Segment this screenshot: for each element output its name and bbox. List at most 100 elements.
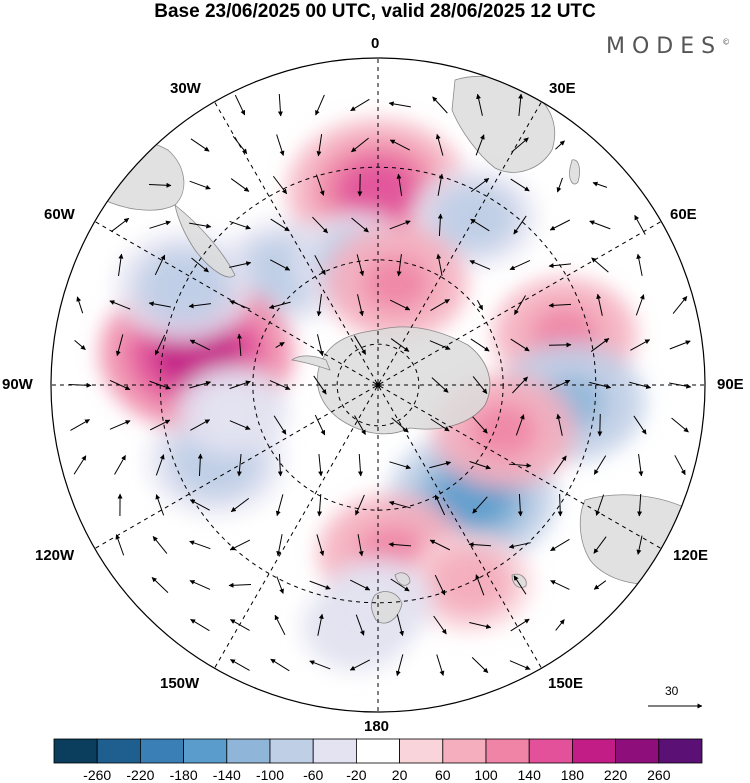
wind-arrow — [596, 293, 603, 316]
wind-arrow — [115, 334, 124, 357]
lon-label-30w: 30W — [170, 80, 201, 97]
wind-arrow — [114, 455, 126, 475]
wind-arrow — [154, 334, 166, 356]
wind-arrow — [357, 294, 364, 317]
wind-arrow — [550, 580, 570, 590]
wind-arrow — [357, 534, 364, 557]
wind-arrow — [268, 301, 291, 310]
wind-arrow — [510, 618, 530, 632]
wind-arrow — [633, 415, 647, 435]
wind-arrow — [509, 259, 531, 271]
wind-arrow — [277, 453, 283, 477]
lon-label-60e: 60E — [670, 206, 697, 223]
wind-arrow — [556, 413, 563, 436]
reference-vector-label: 30 — [665, 684, 679, 698]
wind-arrow — [351, 217, 369, 233]
lon-label-150w: 150W — [160, 675, 200, 692]
wind-arrow — [513, 575, 527, 595]
wind-arrow — [432, 96, 448, 114]
wind-arrow — [269, 380, 291, 390]
wind-arrow — [674, 455, 686, 476]
wind-arrow — [637, 493, 643, 517]
wind-arrow — [472, 376, 488, 394]
antarctic-peninsula — [290, 355, 331, 371]
colorbar-tick-label: -60 — [303, 767, 324, 783]
wind-arrow — [270, 259, 291, 271]
meridian-line — [379, 221, 662, 385]
wind-arrow — [149, 380, 171, 390]
wind-arrow — [315, 174, 325, 196]
wind-arrow — [396, 614, 404, 637]
wind-arrow — [349, 659, 370, 671]
colorbar-swatch — [96, 738, 141, 764]
wind-arrow — [229, 300, 251, 310]
wind-arrow — [236, 454, 242, 477]
wind-arrow — [388, 500, 411, 509]
lon-label-0: 0 — [371, 35, 380, 52]
wind-arrow — [316, 534, 325, 557]
wind-arrow — [475, 134, 485, 156]
wind-arrow — [189, 580, 211, 590]
wind-arrow — [388, 542, 412, 547]
wind-arrow — [351, 137, 369, 153]
wind-arrow — [429, 539, 451, 551]
wind-arrow — [636, 535, 643, 555]
wind-arrow — [469, 622, 492, 629]
wind-arrow — [230, 659, 250, 671]
wind-arrow — [191, 257, 209, 273]
wind-arrow — [155, 454, 165, 476]
wind-arrow — [190, 618, 210, 632]
wind-arrow — [431, 377, 449, 393]
wind-arrow — [514, 295, 526, 315]
wind-arrow — [229, 380, 251, 390]
colorbar-tick-label: 100 — [474, 767, 498, 783]
wind-arrow — [73, 455, 87, 475]
wind-arrow — [76, 296, 84, 314]
wind-arrow — [634, 214, 646, 235]
wind-arrow — [518, 93, 524, 116]
wind-arrow — [511, 137, 529, 153]
lon-label-180: 180 — [364, 718, 390, 735]
wind-arrow — [356, 254, 365, 277]
wind-arrow — [190, 419, 211, 431]
wind-arrow — [273, 415, 287, 435]
wind-arrow — [389, 220, 411, 230]
anomaly-cell — [363, 257, 429, 309]
lon-label-30e: 30E — [549, 80, 576, 97]
wind-arrow — [270, 658, 290, 672]
wind-arrow — [316, 294, 322, 317]
wind-arrow — [190, 138, 210, 152]
wind-arrow — [317, 493, 323, 517]
wind-arrow — [433, 615, 447, 635]
wind-arrow — [436, 654, 445, 676]
wind-arrow — [230, 619, 250, 631]
wind-arrow — [312, 216, 328, 234]
wind-arrow — [430, 299, 450, 311]
wind-arrow — [349, 579, 371, 591]
south-pole-marker — [375, 382, 381, 388]
wind-arrow — [355, 494, 365, 516]
colorbar-swatch — [226, 738, 271, 764]
meridian-line — [378, 386, 542, 669]
wind-arrow — [515, 414, 525, 436]
wind-arrow — [553, 455, 567, 475]
wind-arrow — [636, 253, 643, 276]
wind-arrow — [548, 263, 571, 269]
wind-arrow — [472, 416, 488, 434]
colorbar-tick-label: -260 — [83, 767, 112, 783]
wind-arrow — [589, 381, 612, 389]
wind-arrow — [672, 296, 688, 314]
wind-arrow — [353, 335, 367, 355]
colorbar-tick-label: -220 — [126, 767, 155, 783]
wind-arrow — [472, 496, 488, 514]
colorbar-tick-label: 180 — [560, 767, 585, 783]
wind-arrow — [430, 418, 450, 432]
wind-arrow — [155, 494, 165, 516]
lon-label-120e: 120E — [673, 547, 709, 564]
wind-arrow — [508, 542, 531, 549]
modes-logo-text: MODES — [606, 34, 723, 59]
wind-arrow — [68, 382, 92, 388]
map-border — [50, 57, 706, 713]
wind-arrow — [592, 181, 608, 188]
